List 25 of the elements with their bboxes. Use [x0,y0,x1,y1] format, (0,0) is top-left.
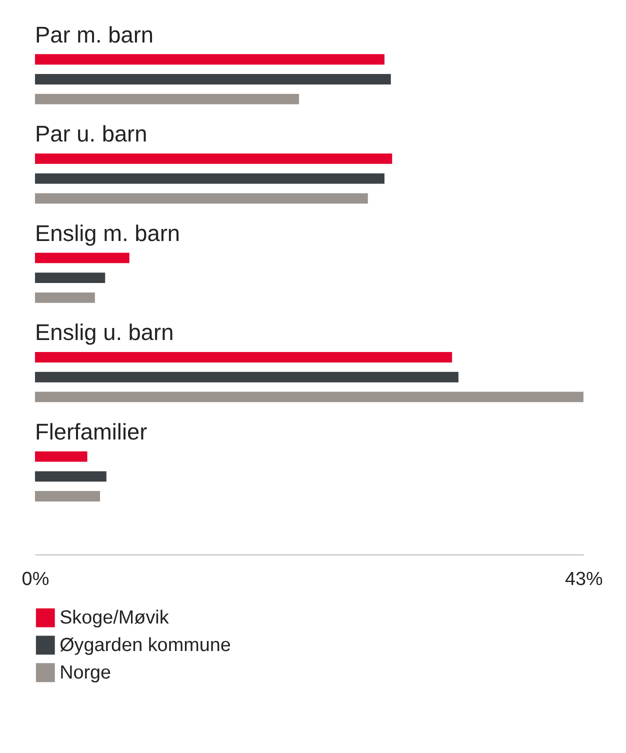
y-tick-label: Enslig m. barn [34,220,180,246]
bar [34,451,88,462]
bar [34,292,95,303]
legend-label: Øygarden kommune [60,634,231,656]
bar [34,491,100,502]
x-tick-label: 0% [22,569,50,590]
bar [34,54,384,65]
bar [34,352,452,362]
bar [34,153,392,164]
bar [34,252,130,264]
bar [34,272,106,284]
bar [34,392,584,402]
legend-label: Norge [60,662,112,684]
bar [34,94,300,104]
bar [34,193,368,204]
bar [34,372,458,382]
x-tick-label: 43% [565,569,604,590]
y-tick-label: Flerfamilier [34,418,148,445]
bar [34,74,391,84]
y-tick-label: Par m. barn [34,21,154,48]
y-tick-label: Par u. barn [34,120,148,147]
legend-label: Skoge/Møvik [60,607,170,628]
bar [34,471,106,482]
y-tick-label: Enslig u. barn [34,319,174,346]
bar [34,173,384,184]
